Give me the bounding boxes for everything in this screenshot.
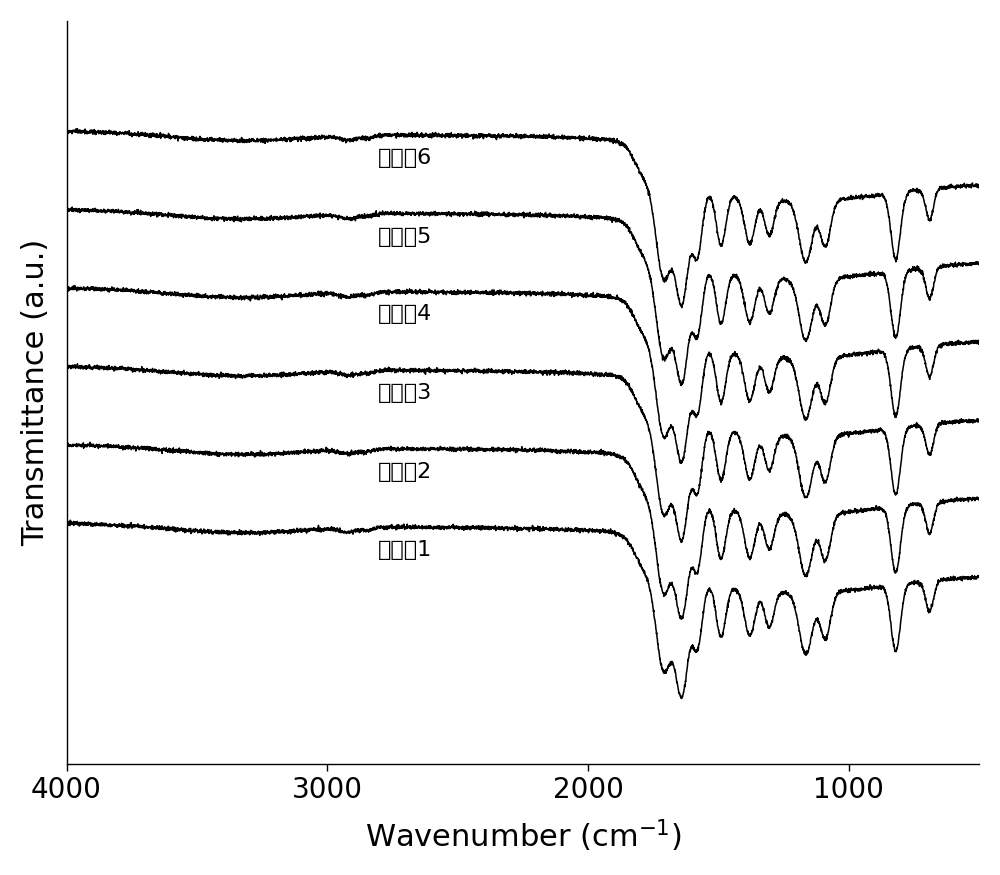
Text: 实施兦5: 实施兦5 bbox=[378, 227, 433, 247]
Text: 实施兦1: 实施兦1 bbox=[378, 540, 433, 560]
Y-axis label: Transmittance (a.u.): Transmittance (a.u.) bbox=[21, 239, 50, 546]
Text: 实施兦3: 实施兦3 bbox=[378, 382, 433, 402]
Text: 实施兦6: 实施兦6 bbox=[378, 149, 433, 168]
X-axis label: Wavenumber (cm$^{-1}$): Wavenumber (cm$^{-1}$) bbox=[365, 817, 681, 854]
Text: 实施兦2: 实施兦2 bbox=[378, 462, 433, 482]
Text: 实施兦4: 实施兦4 bbox=[378, 304, 433, 324]
